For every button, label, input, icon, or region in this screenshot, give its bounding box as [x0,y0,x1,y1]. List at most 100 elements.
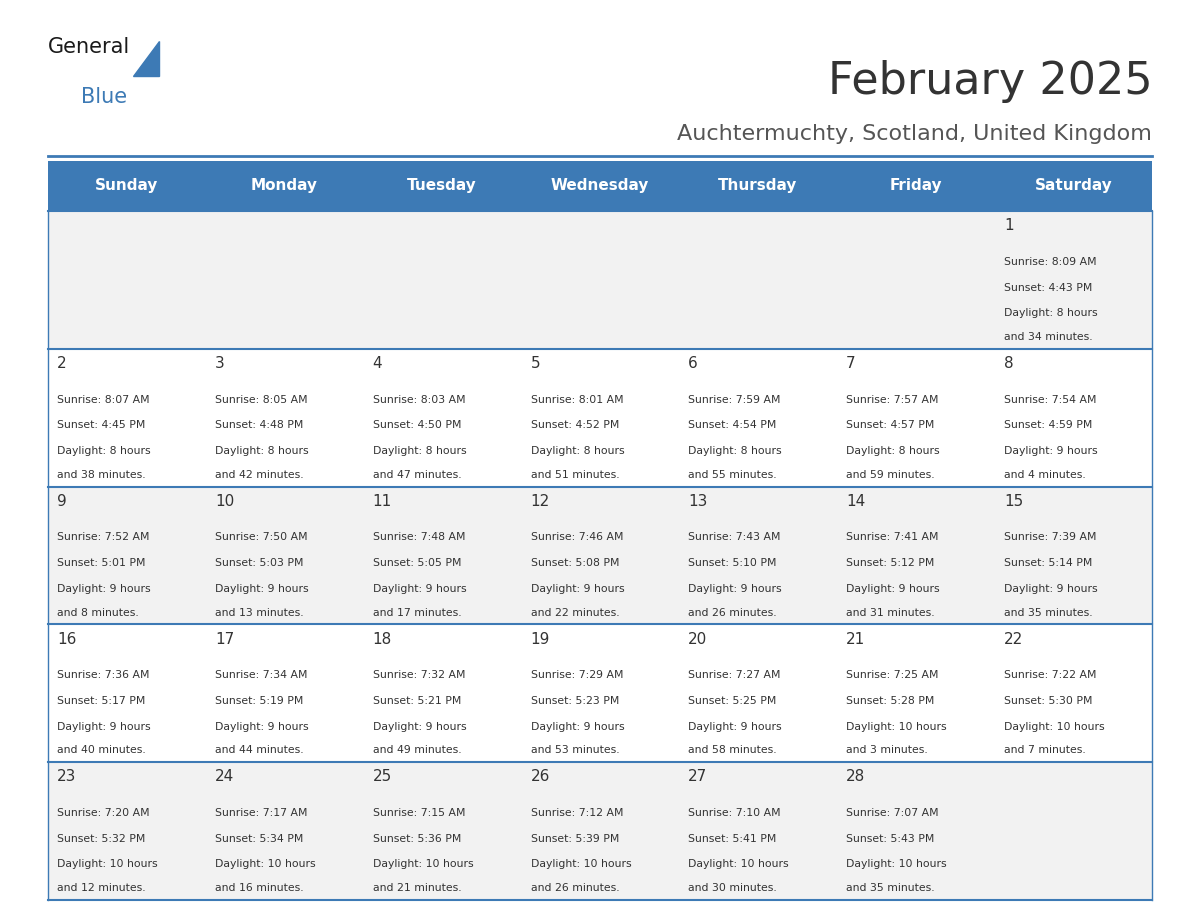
Bar [994,762,1152,900]
Text: Daylight: 9 hours: Daylight: 9 hours [373,722,467,732]
Text: Daylight: 9 hours: Daylight: 9 hours [531,722,624,732]
Text: Sunset: 5:01 PM: Sunset: 5:01 PM [57,558,145,568]
Bar [206,211,364,349]
Text: and 51 minutes.: and 51 minutes. [531,470,619,480]
Text: 25: 25 [373,769,392,784]
Text: 3: 3 [215,356,225,371]
Text: and 42 minutes.: and 42 minutes. [215,470,303,480]
Text: Sunset: 4:54 PM: Sunset: 4:54 PM [688,420,777,431]
Text: and 22 minutes.: and 22 minutes. [531,608,619,618]
Text: Daylight: 10 hours: Daylight: 10 hours [57,859,158,869]
Text: Sunrise: 7:34 AM: Sunrise: 7:34 AM [215,670,308,680]
Text: Daylight: 8 hours: Daylight: 8 hours [57,446,151,456]
Text: Daylight: 9 hours: Daylight: 9 hours [531,584,624,594]
Bar [678,211,836,349]
Text: Daylight: 9 hours: Daylight: 9 hours [688,722,782,732]
Text: and 38 minutes.: and 38 minutes. [57,470,146,480]
Text: 1: 1 [1004,218,1013,233]
Text: and 40 minutes.: and 40 minutes. [57,745,146,756]
Text: and 4 minutes.: and 4 minutes. [1004,470,1086,480]
Text: Sunset: 5:28 PM: Sunset: 5:28 PM [846,696,935,706]
Text: 20: 20 [688,632,708,646]
Text: Sunrise: 8:07 AM: Sunrise: 8:07 AM [57,395,150,405]
Text: Friday: Friday [890,178,942,194]
Text: and 3 minutes.: and 3 minutes. [846,745,928,756]
Text: and 12 minutes.: and 12 minutes. [57,883,146,893]
Text: Sunrise: 7:59 AM: Sunrise: 7:59 AM [688,395,781,405]
Text: Sunset: 5:23 PM: Sunset: 5:23 PM [531,696,619,706]
Text: 21: 21 [846,632,865,646]
Text: Daylight: 9 hours: Daylight: 9 hours [1004,446,1098,456]
Text: and 49 minutes.: and 49 minutes. [373,745,461,756]
Text: and 44 minutes.: and 44 minutes. [215,745,303,756]
Bar [206,161,364,211]
Text: Sunrise: 8:03 AM: Sunrise: 8:03 AM [373,395,466,405]
Text: Daylight: 9 hours: Daylight: 9 hours [688,584,782,594]
Text: Daylight: 8 hours: Daylight: 8 hours [1004,308,1098,319]
Text: Sunset: 4:57 PM: Sunset: 4:57 PM [846,420,935,431]
Text: 16: 16 [57,632,76,646]
Text: Saturday: Saturday [1035,178,1112,194]
Text: Sunrise: 7:43 AM: Sunrise: 7:43 AM [688,532,781,543]
Text: Daylight: 9 hours: Daylight: 9 hours [846,584,940,594]
Text: Sunset: 5:14 PM: Sunset: 5:14 PM [1004,558,1093,568]
Text: Daylight: 9 hours: Daylight: 9 hours [215,584,309,594]
Text: Sunset: 4:48 PM: Sunset: 4:48 PM [215,420,303,431]
Text: Daylight: 8 hours: Daylight: 8 hours [846,446,940,456]
Text: Sunrise: 8:09 AM: Sunrise: 8:09 AM [1004,257,1097,267]
Text: Sunrise: 7:46 AM: Sunrise: 7:46 AM [531,532,623,543]
Bar [678,624,836,762]
Text: and 47 minutes.: and 47 minutes. [373,470,461,480]
Text: Daylight: 9 hours: Daylight: 9 hours [57,722,151,732]
Text: 12: 12 [531,494,550,509]
Text: and 16 minutes.: and 16 minutes. [215,883,303,893]
Text: Sunset: 5:12 PM: Sunset: 5:12 PM [846,558,935,568]
Text: Sunset: 5:39 PM: Sunset: 5:39 PM [531,834,619,844]
Text: Sunset: 4:45 PM: Sunset: 4:45 PM [57,420,145,431]
Bar [678,487,836,624]
Bar [206,762,364,900]
Text: and 26 minutes.: and 26 minutes. [531,883,619,893]
Text: 24: 24 [215,769,234,784]
Text: Sunset: 5:36 PM: Sunset: 5:36 PM [373,834,461,844]
Text: Sunrise: 7:25 AM: Sunrise: 7:25 AM [846,670,939,680]
Bar [994,487,1152,624]
Text: Daylight: 10 hours: Daylight: 10 hours [215,859,316,869]
Text: Sunrise: 7:10 AM: Sunrise: 7:10 AM [688,808,781,818]
Bar [364,211,522,349]
Text: 17: 17 [215,632,234,646]
Text: Sunset: 4:59 PM: Sunset: 4:59 PM [1004,420,1093,431]
Text: Sunset: 5:10 PM: Sunset: 5:10 PM [688,558,777,568]
Text: Sunrise: 7:22 AM: Sunrise: 7:22 AM [1004,670,1097,680]
Bar [994,161,1152,211]
Text: Daylight: 10 hours: Daylight: 10 hours [688,859,789,869]
Text: 18: 18 [373,632,392,646]
Text: Sunrise: 7:41 AM: Sunrise: 7:41 AM [846,532,939,543]
Text: 26: 26 [531,769,550,784]
Text: Sunset: 4:52 PM: Sunset: 4:52 PM [531,420,619,431]
Text: Auchtermuchty, Scotland, United Kingdom: Auchtermuchty, Scotland, United Kingdom [677,124,1152,144]
Text: Sunset: 5:19 PM: Sunset: 5:19 PM [215,696,303,706]
Bar [522,211,678,349]
Bar [522,487,678,624]
Bar [206,487,364,624]
Text: Sunrise: 7:27 AM: Sunrise: 7:27 AM [688,670,781,680]
Bar [364,487,522,624]
Text: Sunset: 5:34 PM: Sunset: 5:34 PM [215,834,303,844]
Text: and 55 minutes.: and 55 minutes. [688,470,777,480]
Bar [522,624,678,762]
Text: Monday: Monday [251,178,317,194]
Text: Daylight: 8 hours: Daylight: 8 hours [373,446,467,456]
Bar [994,624,1152,762]
Text: February 2025: February 2025 [828,60,1152,103]
Text: Sunrise: 8:01 AM: Sunrise: 8:01 AM [531,395,624,405]
Bar [364,349,522,487]
Bar [836,161,994,211]
Text: Sunset: 5:25 PM: Sunset: 5:25 PM [688,696,777,706]
Bar [678,349,836,487]
Text: 15: 15 [1004,494,1023,509]
Text: 19: 19 [531,632,550,646]
Text: Sunrise: 7:29 AM: Sunrise: 7:29 AM [531,670,623,680]
Text: Sunrise: 7:48 AM: Sunrise: 7:48 AM [373,532,466,543]
Text: Sunset: 5:32 PM: Sunset: 5:32 PM [57,834,145,844]
